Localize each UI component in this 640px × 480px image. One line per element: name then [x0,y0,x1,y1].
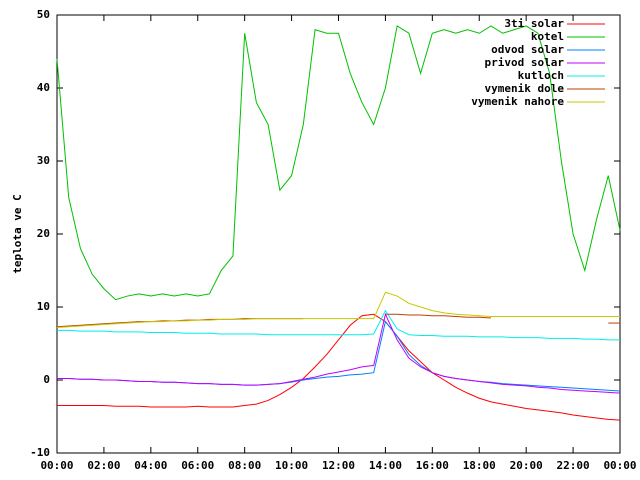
x-tick-label: 08:00 [228,459,261,472]
y-tick-label: 40 [37,81,50,94]
y-tick-label: 50 [37,8,50,21]
x-tick-label: 14:00 [369,459,402,472]
y-tick-label: 30 [37,154,50,167]
x-tick-label: 04:00 [134,459,167,472]
series-line [57,309,620,341]
x-tick-label: 16:00 [416,459,449,472]
y-tick-label: -10 [30,446,50,459]
legend-label: odvod solar [491,43,564,56]
x-tick-label: 22:00 [557,459,590,472]
x-tick-label: 12:00 [322,459,355,472]
x-tick-label: 18:00 [463,459,496,472]
legend-label: 3ti solar [504,17,564,30]
legend-label: privod solar [485,56,565,69]
y-tick-label: 0 [43,373,50,386]
series-line [56,25,621,301]
series-line [385,313,492,319]
x-tick-label: 20:00 [510,459,543,472]
legend-label: vymenik dole [485,82,565,95]
x-tick-label: 10:00 [275,459,308,472]
legend-label: kutloch [518,69,564,82]
legend-label: vymenik nahore [471,95,564,108]
x-tick-label: 00:00 [603,459,636,472]
x-tick-label: 00:00 [40,459,73,472]
x-tick-label: 06:00 [181,459,214,472]
series-line [57,312,621,394]
y-tick-label: 10 [37,300,50,313]
y-tick-label: 20 [37,227,50,240]
series-line [56,291,620,328]
y-axis-title: teplota ve C [11,194,24,273]
legend-label: kotel [531,30,564,43]
series-line [57,313,621,421]
x-tick-label: 02:00 [87,459,120,472]
